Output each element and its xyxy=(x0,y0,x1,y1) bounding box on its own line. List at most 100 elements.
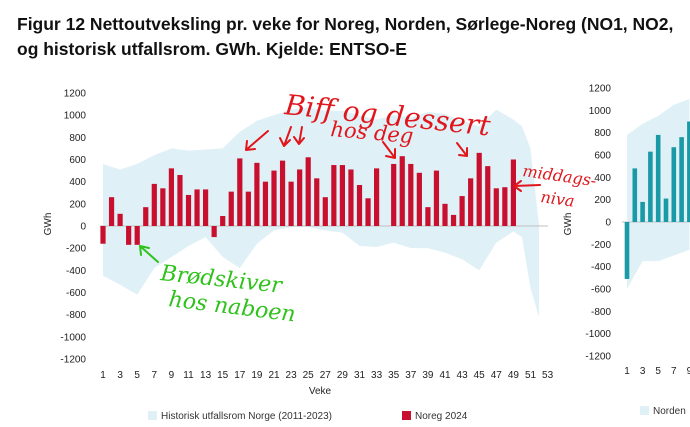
y-tick-400: 400 xyxy=(69,177,86,188)
right-bar-week-9 xyxy=(687,121,690,222)
bar-week-27 xyxy=(322,197,328,226)
right-x-tick-7: 7 xyxy=(671,366,677,377)
bar-week-49 xyxy=(510,159,516,226)
bar-week-14 xyxy=(211,226,217,238)
x-tick-25: 25 xyxy=(303,370,315,381)
right-y-tick--400: -400 xyxy=(591,262,611,273)
right-x-tick-5: 5 xyxy=(655,366,661,377)
bar-week-26 xyxy=(314,178,320,226)
bar-week-35 xyxy=(391,163,397,226)
title-line-2: og historisk utfallsrom. GWh. Kjelde: EN… xyxy=(17,39,407,59)
right-legend-swatch xyxy=(640,406,649,415)
bar-week-43 xyxy=(459,196,465,226)
bar-week-17 xyxy=(237,158,243,226)
x-tick-13: 13 xyxy=(200,370,212,381)
bar-week-30 xyxy=(348,169,354,226)
right-y-tick-600: 600 xyxy=(594,151,611,162)
bar-week-38 xyxy=(416,172,422,226)
bar-week-42 xyxy=(450,214,457,226)
right-bar-week-4 xyxy=(648,151,653,222)
right-y-tick--1000: -1000 xyxy=(585,329,611,340)
legend: Historisk utfallsrom Norge (2011-2023) N… xyxy=(148,406,686,422)
x-tick-45: 45 xyxy=(474,370,486,381)
right-y-axis-label: GWh xyxy=(563,213,574,236)
x-axis-label: Veke xyxy=(309,386,332,397)
right-bar-week-1 xyxy=(624,222,630,279)
bar-week-4 xyxy=(126,226,132,245)
bar-group xyxy=(100,152,516,245)
right-y-tick--1200: -1200 xyxy=(585,352,611,363)
bar-week-12 xyxy=(194,189,200,226)
right-bar-week-6 xyxy=(663,198,669,222)
legend-band-label: Historisk utfallsrom Norge (2011-2023) xyxy=(161,411,332,422)
x-tick-17: 17 xyxy=(234,370,246,381)
bar-week-8 xyxy=(160,188,166,226)
x-tick-3: 3 xyxy=(117,370,123,381)
right-y-tick-1200: 1200 xyxy=(589,84,612,95)
x-tick-29: 29 xyxy=(337,370,349,381)
bar-week-1 xyxy=(100,226,106,244)
y-tick-600: 600 xyxy=(69,155,86,166)
y-tick-800: 800 xyxy=(69,133,86,144)
bar-week-33 xyxy=(374,168,380,226)
bar-week-11 xyxy=(185,194,192,226)
legend-band-swatch xyxy=(148,411,157,420)
annotation-niva: niva xyxy=(539,187,575,211)
right-x-tick-3: 3 xyxy=(640,366,646,377)
right-y-tick-labels: -1200 -1000 -800 -600 -400 -200 0 200 400 600 800 1… xyxy=(585,84,611,363)
x-tick-19: 19 xyxy=(251,370,263,381)
bar-week-2 xyxy=(108,197,115,226)
history-band xyxy=(103,107,540,317)
arrow-red-3 xyxy=(293,126,305,145)
bar-week-3 xyxy=(117,213,123,226)
x-tick-39: 39 xyxy=(422,370,434,381)
y-tick-200: 200 xyxy=(69,199,86,210)
bar-week-28 xyxy=(331,165,337,226)
bar-week-19 xyxy=(254,162,260,226)
right-bar-week-5 xyxy=(655,134,661,222)
bar-week-15 xyxy=(220,216,226,226)
x-tick-27: 27 xyxy=(320,370,332,381)
chart-title: Figur 12 Nettoutveksling pr. veke for No… xyxy=(17,12,690,62)
y-tick-0: 0 xyxy=(80,222,86,233)
x-tick-47: 47 xyxy=(491,370,503,381)
right-y-tick--600: -600 xyxy=(591,285,611,296)
bar-week-16 xyxy=(228,191,234,226)
bar-week-36 xyxy=(399,156,405,226)
bar-week-32 xyxy=(365,198,371,226)
arrow-red-6 xyxy=(513,180,541,192)
bar-week-31 xyxy=(356,184,363,226)
bar-week-13 xyxy=(203,189,209,226)
bar-week-47 xyxy=(493,188,499,226)
bar-week-48 xyxy=(502,187,508,226)
x-tick-15: 15 xyxy=(217,370,229,381)
y-tick--200: -200 xyxy=(66,244,86,255)
bar-week-44 xyxy=(468,178,474,226)
bar-week-41 xyxy=(442,203,448,226)
title-line-1: Figur 12 Nettoutveksling pr. veke for No… xyxy=(17,14,674,34)
right-bar-week-7 xyxy=(671,147,677,222)
x-tick-23: 23 xyxy=(286,370,298,381)
right-y-tick-400: 400 xyxy=(594,173,611,184)
arrow-green xyxy=(139,245,159,263)
bar-week-6 xyxy=(143,207,149,226)
x-tick-53: 53 xyxy=(542,370,554,381)
y-axis-label: GWh xyxy=(43,213,54,236)
y-tick-1200: 1200 xyxy=(64,89,87,100)
legend-bar-label: Noreg 2024 xyxy=(415,411,468,422)
bar-week-29 xyxy=(339,165,345,226)
bar-week-25 xyxy=(305,157,311,226)
x-tick-21: 21 xyxy=(268,370,280,381)
x-tick-43: 43 xyxy=(457,370,469,381)
y-tick--1200: -1200 xyxy=(60,355,86,366)
right-y-tick--800: -800 xyxy=(591,307,611,318)
right-y-tick-800: 800 xyxy=(594,128,611,139)
x-tick-37: 37 xyxy=(405,370,417,381)
right-bar-week-2 xyxy=(632,168,638,222)
bar-week-10 xyxy=(177,175,183,226)
bar-week-18 xyxy=(245,191,251,226)
y-tick--1000: -1000 xyxy=(60,332,86,343)
main-chart: -1200 -1000 -800 -600 -400 -200 0 200 400 600 800 1… xyxy=(43,89,554,398)
y-tick-labels: -1200 -1000 -800 -600 -400 -200 0 200 400 600 800 1… xyxy=(60,89,86,366)
arrow-red-2 xyxy=(279,126,292,147)
